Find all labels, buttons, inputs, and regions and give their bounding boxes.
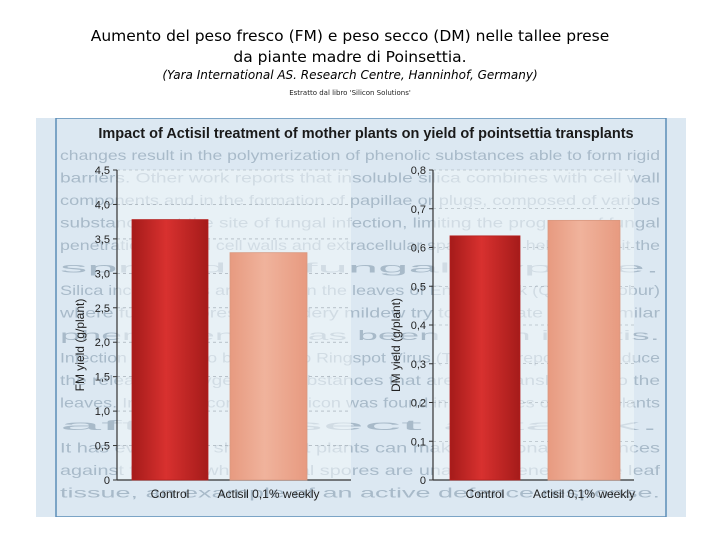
y-tick-label: 0,8 <box>411 165 426 177</box>
chart-figure: changes result in the polymerization of … <box>36 118 686 517</box>
x-tick-label: Control <box>466 487 505 501</box>
y-axis-label: FM yield (g/plant) <box>73 299 87 392</box>
page-title-line-1: Aumento del peso fresco (FM) e peso secc… <box>90 27 610 45</box>
y-tick-label: 0 <box>104 475 110 487</box>
background-text-line: changes result in the polymerization of … <box>60 147 660 163</box>
bar-control <box>131 219 209 481</box>
y-tick-label: 3,5 <box>95 234 110 246</box>
x-tick-label: Control <box>151 487 190 501</box>
y-tick-label: 4,0 <box>95 199 110 211</box>
y-tick-label: 2,5 <box>95 303 110 315</box>
y-tick-label: 0,4 <box>411 320 426 332</box>
y-tick-label: 4,5 <box>95 165 110 177</box>
y-tick-label: 0,5 <box>411 281 426 293</box>
chart-panel-1: 0 0,5 1,0 1,5 2,0 2,5 3,0 3,5 4,0 4,5 FM yield (g/… <box>73 165 351 501</box>
bar-actisil <box>229 252 308 481</box>
y-tick-label: 0,3 <box>411 359 426 371</box>
y-tick-label: 3,0 <box>95 268 110 280</box>
source-note: Estratto dal libro 'Silicon Solutions' <box>289 89 411 97</box>
y-tick-label: 1,5 <box>95 372 110 384</box>
y-tick-label: 2,0 <box>95 337 110 349</box>
figure-title: Impact of Actisil treatment of mother pl… <box>98 126 633 142</box>
bar-actisil <box>547 219 621 481</box>
page-title: Aumento del peso fresco (FM) e peso secc… <box>0 26 700 68</box>
chart-panel-2: 0 0,1 0,2 0,3 0,4 0,5 0,6 0,7 0,8 DM yield (g/pla… <box>389 165 635 501</box>
y-tick-label: 0 <box>420 475 426 487</box>
y-tick-label: 0,1 <box>411 436 426 448</box>
y-axis-label: DM yield (g/plant) <box>389 298 403 392</box>
y-tick-label: 0,6 <box>411 243 426 255</box>
y-tick-label: 0,7 <box>411 204 426 216</box>
y-tick-label: 1,0 <box>95 406 110 418</box>
y-tick-label: 0,2 <box>411 398 426 410</box>
page-title-line-2: da piante madre di Poinsettia. <box>233 48 467 66</box>
y-tick-label: 0,5 <box>95 441 110 453</box>
source-subtitle: (Yara International AS. Research Centre,… <box>162 68 538 82</box>
figure-frame <box>55 118 667 517</box>
bar-control <box>449 235 521 481</box>
x-tick-label: Actisil 0,1% weekly <box>217 487 319 501</box>
x-tick-label: Actisil 0,1% weekly <box>533 487 635 501</box>
background-text-line: tissue, an example of an active defence … <box>60 485 660 501</box>
charts-group: 0 0,5 1,0 1,5 2,0 2,5 3,0 3,5 4,0 4,5 FM yield (g/… <box>73 165 635 501</box>
